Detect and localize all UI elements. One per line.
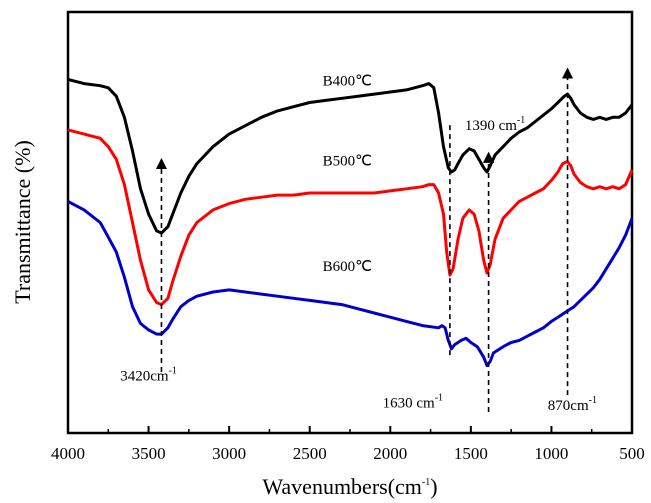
annotation-label-0: 3420cm-1 — [120, 365, 177, 384]
x-tick-label-6: 1000 — [534, 444, 568, 463]
curve-label-2: B600℃ — [323, 259, 372, 275]
curve-label-0: B400℃ — [323, 74, 372, 90]
annotation-label-main-1: 1630 cm — [383, 396, 435, 412]
x-axis-title-sup: -1 — [422, 477, 430, 488]
x-tick-label-3: 2500 — [293, 444, 327, 463]
x-tick-label-0: 4000 — [51, 444, 85, 463]
annotation-label-sup-3: -1 — [589, 395, 597, 406]
annotation-label-main-0: 3420cm — [120, 368, 169, 384]
x-tick-label-4: 2000 — [373, 444, 407, 463]
x-tick-label-7: 500 — [619, 444, 645, 463]
curve-label-1: B500℃ — [323, 154, 372, 170]
x-tick-label-1: 3500 — [132, 444, 166, 463]
x-axis-title-main: Wavenumbers(cm — [262, 474, 422, 499]
curve-label-layer: B400℃ B500℃ B600℃ — [323, 74, 372, 275]
x-tick-label-5: 1500 — [454, 444, 488, 463]
annotation-label-sup-1: -1 — [435, 393, 443, 404]
x-axis-title-close: ) — [430, 474, 437, 499]
annotation-label-3: 870cm-1 — [548, 395, 597, 414]
x-axis: 4000 3500 3000 2500 2000 1500 1000 500 — [51, 426, 645, 463]
series-layer — [67, 77, 634, 368]
x-tick-label-2: 3000 — [212, 444, 246, 463]
annotation-label-1: 1630 cm-1 — [383, 393, 443, 412]
series-line-1 — [67, 128, 634, 307]
x-axis-title: Wavenumbers(cm-1) — [262, 474, 437, 499]
annotation-label-sup-2: -1 — [517, 115, 525, 126]
annotation-label-sup-0: -1 — [169, 365, 177, 376]
annotation-label-2: 1390 cm-1 — [465, 115, 525, 134]
annotation-label-main-3: 870cm — [548, 398, 589, 414]
annotation-label-main-2: 1390 cm — [465, 118, 517, 134]
y-axis-title: Transmittance (%) — [10, 140, 35, 304]
series-line-2 — [67, 200, 634, 368]
